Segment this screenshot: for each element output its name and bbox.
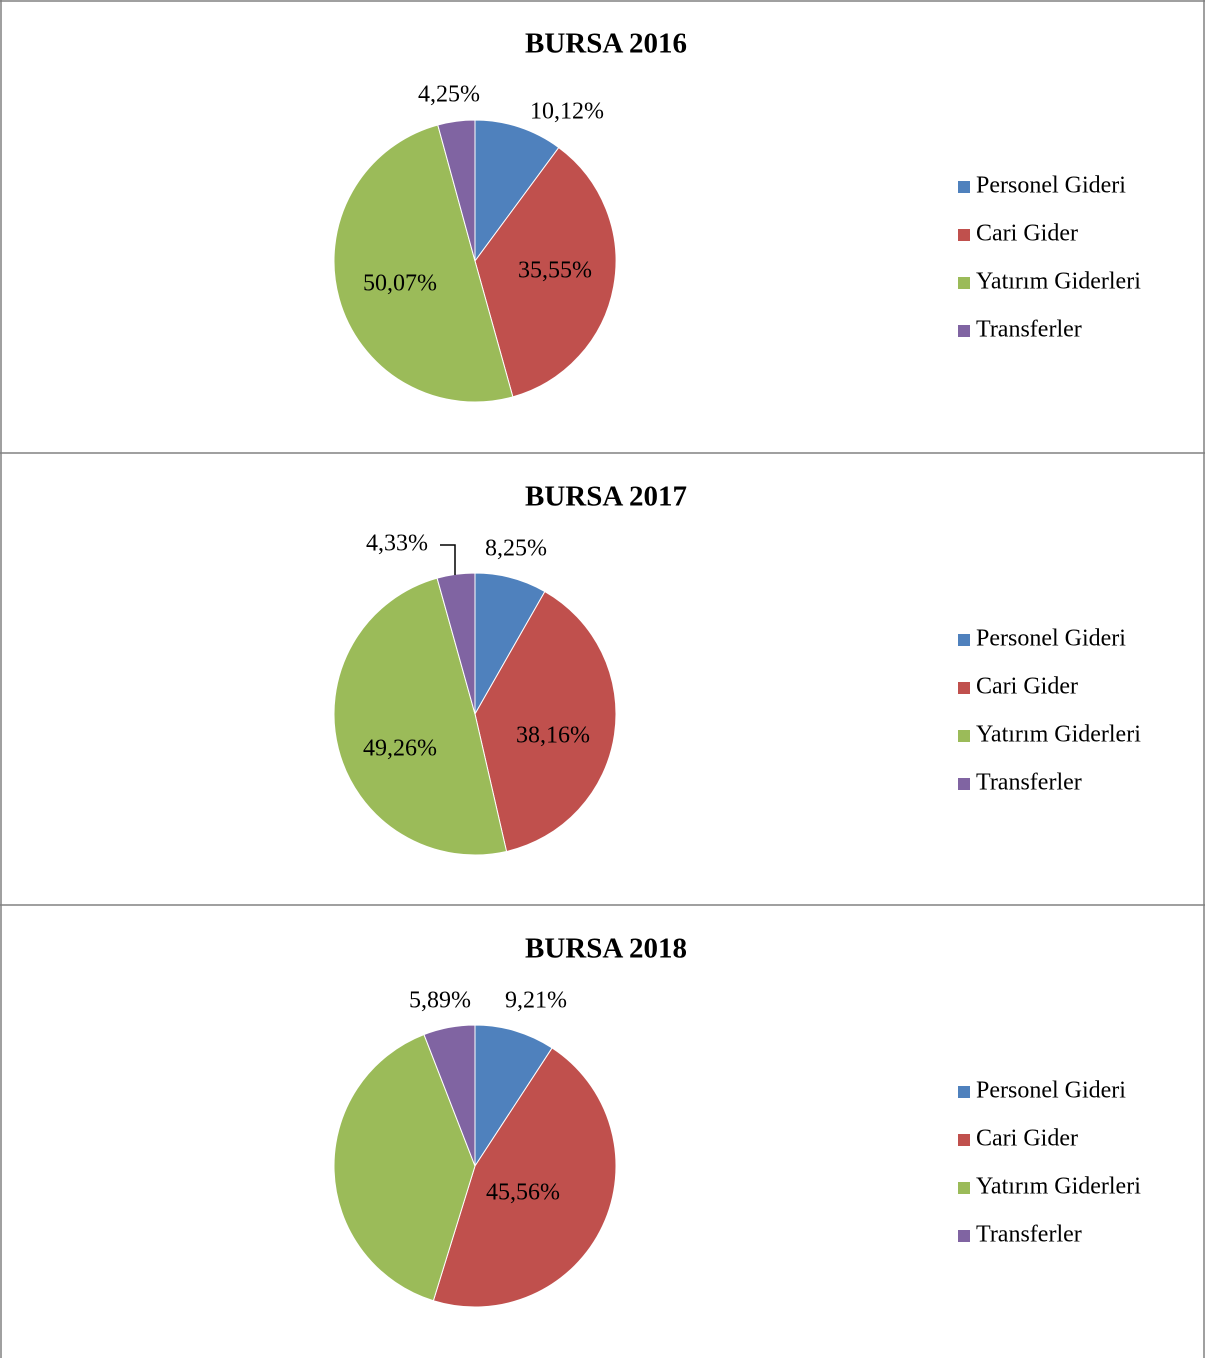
legend-swatch [958,634,970,646]
leader-line [440,544,456,575]
legend-label: Yatırım Giderleri [976,269,1141,295]
legend-swatch [958,778,970,790]
data-label: 10,12% [530,99,604,125]
legend-swatch [958,730,970,742]
pie-slice [436,572,476,715]
legend-swatch [958,1230,970,1242]
pie-slice [333,1033,476,1302]
data-label: 5,89% [409,988,471,1014]
data-label: 38,16% [516,723,590,749]
data-label: 4,33% [366,531,428,557]
legend-label: Transferler [976,770,1082,796]
legend-swatch [958,1134,970,1146]
pie-slice [437,119,476,262]
legend-label: Cari Gider [976,674,1078,700]
chart-title: BURSA 2016 [525,28,687,60]
legend-label: Personel Gideri [976,173,1126,199]
legend-swatch [958,181,970,193]
pie-slice [474,1024,553,1168]
legend-label: Cari Gider [976,221,1078,247]
legend-label: Personel Gideri [976,1078,1126,1104]
data-label: 35,55% [518,258,592,284]
chart-title: BURSA 2018 [525,933,687,965]
data-label: 4,25% [418,82,480,108]
pie-slice [474,146,617,398]
legend-swatch [958,1086,970,1098]
pie-slice [333,124,514,403]
legend-swatch [958,325,970,337]
legend-swatch [958,1182,970,1194]
data-label: 50,07% [363,271,437,297]
data-label: 45,56% [486,1180,560,1206]
pie-slice [432,1047,617,1308]
legend-label: Yatırım Giderleri [976,722,1141,748]
data-label: 9,21% [505,988,567,1014]
data-label: 49,26% [363,736,437,762]
legend-label: Cari Gider [976,1126,1078,1152]
legend-swatch [958,682,970,694]
chart-title: BURSA 2017 [525,481,687,513]
legend-swatch [958,229,970,241]
legend-label: Transferler [976,317,1082,343]
pie-slice [423,1024,476,1167]
legend-label: Personel Gideri [976,626,1126,652]
legend-label: Yatırım Giderleri [976,1174,1141,1200]
legend-swatch [958,277,970,289]
legend-label: Transferler [976,1222,1082,1248]
pie-slice [333,577,508,856]
pie-slice [474,119,560,263]
data-label: 8,25% [485,536,547,562]
pie-slice [474,590,617,853]
